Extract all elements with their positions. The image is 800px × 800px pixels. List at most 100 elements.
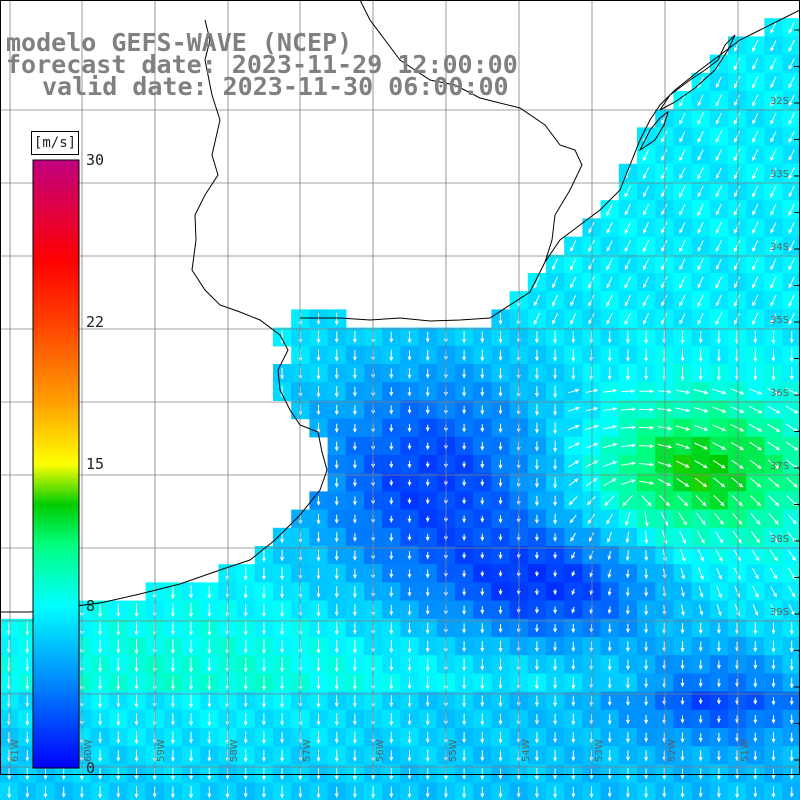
wind-arrow bbox=[389, 515, 394, 523]
wind-arrow bbox=[734, 312, 741, 325]
wind-arrow bbox=[621, 479, 636, 485]
wind-arrow bbox=[771, 348, 776, 363]
wind-arrow bbox=[786, 513, 797, 525]
wind-arrow bbox=[553, 624, 558, 633]
wind-arrow bbox=[753, 732, 758, 743]
wind-arrow bbox=[316, 603, 321, 617]
wind-arrow bbox=[730, 388, 745, 395]
wind-arrow bbox=[425, 676, 430, 690]
wind-arrow bbox=[624, 258, 631, 271]
wind-arrow bbox=[567, 406, 580, 412]
wind-arrow bbox=[170, 749, 175, 762]
wind-arrow bbox=[225, 694, 230, 708]
wind-arrow bbox=[98, 749, 103, 763]
wind-arrow bbox=[715, 149, 722, 162]
wind-arrow bbox=[733, 294, 741, 307]
wind-arrow bbox=[334, 568, 339, 580]
wind-arrow bbox=[134, 639, 139, 655]
wind-arrow bbox=[480, 515, 485, 523]
wind-arrow bbox=[207, 621, 212, 636]
wind-arrow bbox=[552, 294, 559, 307]
wind-arrow bbox=[675, 460, 690, 468]
wind-arrow bbox=[280, 768, 285, 780]
wind-arrow bbox=[443, 786, 448, 799]
wind-arrow bbox=[607, 550, 612, 561]
wind-arrow bbox=[679, 167, 686, 180]
wind-arrow bbox=[625, 623, 630, 634]
wind-arrow bbox=[657, 389, 672, 394]
laguna-path bbox=[659, 34, 736, 111]
wind-arrow bbox=[98, 621, 103, 636]
wind-arrow bbox=[25, 639, 30, 654]
wind-arrow bbox=[407, 331, 412, 344]
wind-arrow bbox=[788, 221, 795, 234]
wind-arrow bbox=[553, 552, 558, 560]
longitude-label: 57W bbox=[302, 739, 313, 762]
wind-arrow bbox=[480, 768, 485, 781]
wind-arrow bbox=[771, 622, 776, 635]
wind-arrow bbox=[553, 349, 558, 362]
wind-arrow bbox=[643, 185, 650, 198]
wind-arrow bbox=[25, 675, 30, 691]
wind-arrow bbox=[604, 495, 615, 507]
wind-arrow bbox=[389, 331, 394, 343]
wind-arrow bbox=[697, 185, 704, 198]
wind-arrow bbox=[389, 442, 394, 451]
wind-arrow bbox=[697, 240, 704, 252]
wind-arrow bbox=[771, 750, 776, 762]
wind-arrow bbox=[516, 786, 521, 798]
wind-arrow bbox=[643, 167, 650, 180]
wind-arrow bbox=[316, 731, 321, 745]
wind-arrow bbox=[770, 185, 777, 198]
wind-arrow bbox=[334, 657, 339, 673]
wind-arrow bbox=[553, 676, 558, 690]
wind-arrow bbox=[170, 657, 175, 673]
wind-arrow bbox=[225, 639, 230, 655]
wind-arrow bbox=[334, 478, 339, 488]
wind-arrow bbox=[498, 349, 503, 362]
wind-arrow bbox=[661, 240, 668, 253]
wind-arrow bbox=[752, 149, 759, 162]
wind-arrow bbox=[568, 478, 579, 486]
wind-arrow bbox=[715, 203, 722, 216]
wind-arrow bbox=[788, 167, 795, 180]
wind-arrow bbox=[225, 749, 230, 763]
wind-arrow bbox=[280, 621, 285, 636]
wind-arrow bbox=[657, 443, 673, 449]
wind-arrow bbox=[534, 768, 539, 781]
wind-arrow bbox=[533, 294, 540, 307]
wind-arrow bbox=[25, 713, 30, 726]
wind-arrow bbox=[788, 294, 795, 308]
wind-arrow bbox=[625, 605, 630, 615]
brazil-coast-path bbox=[544, 9, 800, 263]
wind-arrow bbox=[480, 533, 485, 542]
wind-arrow bbox=[624, 294, 631, 307]
wind-arrow bbox=[552, 276, 558, 289]
wind-arrow bbox=[716, 567, 722, 580]
wind-arrow bbox=[98, 786, 103, 799]
wind-arrow bbox=[534, 441, 539, 452]
wind-arrow bbox=[462, 552, 467, 559]
wind-arrow bbox=[189, 713, 194, 726]
wind-arrow bbox=[752, 312, 759, 326]
wind-arrow bbox=[134, 621, 139, 636]
wind-arrow bbox=[789, 348, 794, 363]
wind-arrow bbox=[589, 750, 594, 762]
wind-arrow bbox=[585, 388, 599, 393]
wind-arrow bbox=[407, 551, 412, 561]
wind-arrow bbox=[643, 221, 650, 234]
wind-arrow bbox=[679, 548, 686, 563]
wind-arrow bbox=[788, 94, 795, 107]
wind-arrow bbox=[407, 387, 412, 397]
wind-arrow bbox=[715, 276, 723, 289]
wind-arrow bbox=[716, 604, 722, 617]
wind-arrow bbox=[588, 239, 595, 253]
longitude-label: 56W bbox=[375, 739, 386, 762]
wind-arrow bbox=[624, 276, 632, 289]
wind-arrow bbox=[407, 713, 412, 726]
wind-arrow bbox=[280, 567, 285, 581]
wind-arrow bbox=[694, 477, 708, 488]
wind-arrow bbox=[697, 221, 704, 234]
wind-arrow bbox=[661, 149, 668, 162]
wind-arrow bbox=[280, 749, 285, 763]
